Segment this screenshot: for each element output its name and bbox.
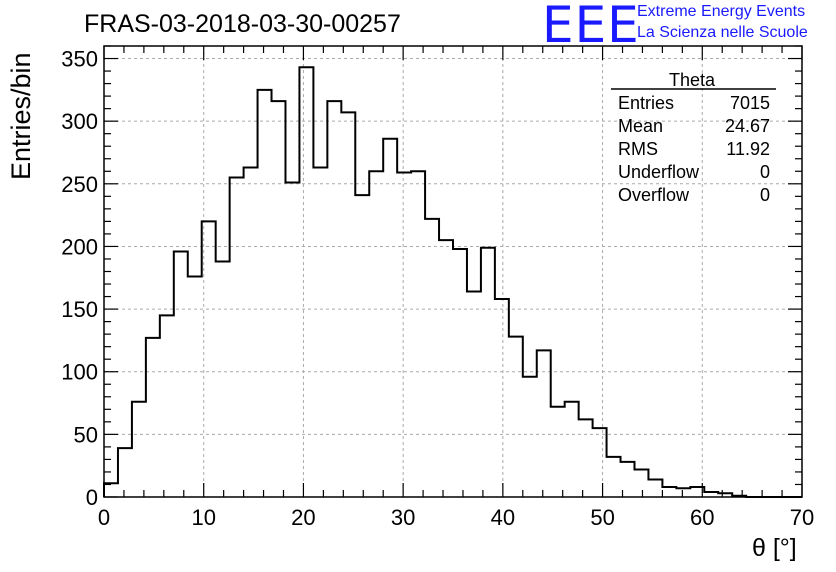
histogram-bin — [258, 90, 272, 497]
histogram-bin — [397, 173, 411, 497]
histogram-bin — [313, 168, 327, 497]
histogram-bin — [216, 261, 230, 497]
histogram-bin — [285, 183, 299, 497]
x-tick-label: 10 — [191, 505, 215, 530]
y-tick-label: 100 — [61, 360, 98, 385]
y-tick-label: 150 — [61, 297, 98, 322]
histogram-bin — [132, 402, 146, 497]
histogram-bin — [369, 171, 383, 497]
stats-label-mean: Mean — [618, 116, 664, 136]
histogram-bin — [509, 337, 523, 497]
histogram-bin — [662, 487, 676, 497]
y-tick-label: 350 — [61, 47, 98, 72]
histogram-bin — [174, 251, 188, 497]
histogram-bin — [676, 488, 690, 497]
x-tick-label: 60 — [690, 505, 714, 530]
histogram-outline — [103, 66, 802, 498]
x-tick-label: 40 — [491, 505, 515, 530]
x-tick-label: 30 — [391, 505, 415, 530]
y-tick-label: 250 — [61, 172, 98, 197]
histogram-bin — [495, 299, 509, 497]
axes — [103, 45, 803, 498]
histogram-bin — [188, 277, 202, 497]
histogram-bin — [299, 67, 313, 497]
y-tick-label: 300 — [61, 109, 98, 134]
logo-line-2: La Scienza nelle Scuole — [637, 24, 808, 41]
x-tick-label: 70 — [790, 505, 814, 530]
logo-line-1: Extreme Energy Events — [637, 3, 806, 20]
histogram-bin — [341, 112, 355, 497]
chart-title: FRAS-03-2018-03-30-00257 — [84, 10, 401, 38]
histogram-bin — [453, 249, 467, 497]
y-tick-label: 0 — [86, 485, 98, 510]
y-tick-label: 50 — [74, 422, 98, 447]
x-tick-label: 20 — [291, 505, 315, 530]
x-axis-label: θ [°] — [752, 534, 797, 562]
histogram-bin — [593, 428, 607, 497]
histogram-bin — [634, 469, 648, 497]
histogram-bin — [537, 350, 551, 497]
histogram-bin — [244, 168, 258, 497]
stats-label-overflow: Overflow — [618, 185, 690, 205]
histogram-bin — [104, 483, 118, 497]
eee-logo: EEE — [542, 0, 640, 54]
stats-box-title: Theta — [669, 70, 716, 90]
histogram-bin — [467, 292, 481, 497]
histogram-bin — [355, 195, 369, 497]
x-tick-label: 50 — [590, 505, 614, 530]
histogram-bin — [411, 171, 425, 497]
y-axis-label: Entries/bin — [6, 52, 36, 180]
stats-label-entries: Entries — [618, 93, 675, 113]
stats-label-underflow: Underflow — [618, 162, 700, 182]
stats-label-rms: RMS — [618, 139, 658, 159]
histogram-bin — [439, 240, 453, 497]
histogram-bin — [146, 338, 160, 497]
stats-value-rms: 11.92 — [726, 139, 770, 159]
x-tick-label: 0 — [98, 505, 110, 530]
histogram-bin — [160, 315, 174, 497]
histogram-bin — [118, 448, 132, 497]
y-tick-label: 200 — [61, 234, 98, 259]
tick-labels: 0 10 20 30 40 50 60 70 0 50 100 150 200 250 300 350 — [61, 47, 814, 530]
histogram-bin — [523, 377, 537, 497]
histogram-bin — [648, 479, 662, 497]
stats-value-entries: 7015 — [729, 93, 770, 113]
stats-value-mean: 24.67 — [724, 116, 770, 136]
histogram-bin — [383, 139, 397, 497]
histogram-bin — [565, 402, 579, 497]
histogram-bars — [103, 66, 802, 498]
histogram-bin — [230, 178, 244, 497]
histogram-bin — [579, 419, 593, 497]
stats-value-underflow: 0 — [759, 162, 770, 182]
histogram-bin — [425, 219, 439, 497]
histogram-bin — [327, 101, 341, 497]
stats-value-overflow: 0 — [759, 185, 770, 205]
histogram-bin — [481, 248, 495, 497]
histogram-bin — [551, 407, 565, 497]
histogram-bin — [607, 457, 621, 497]
histogram-bin — [272, 101, 286, 497]
